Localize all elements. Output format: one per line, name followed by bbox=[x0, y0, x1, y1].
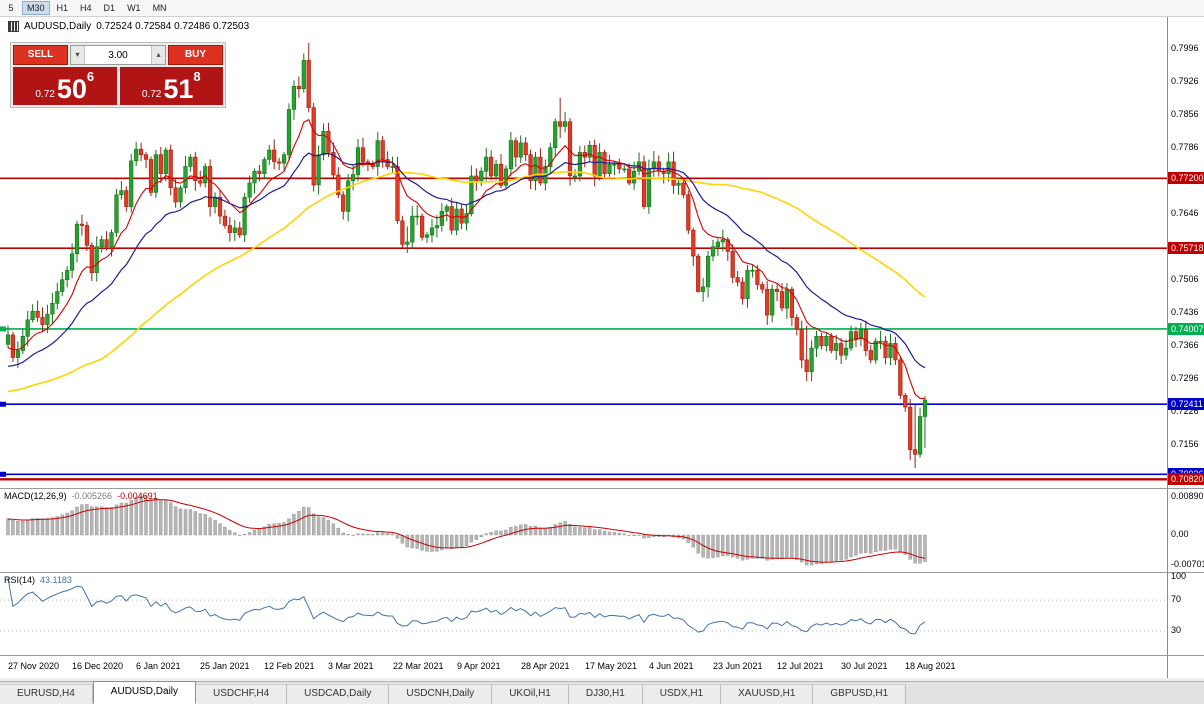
rsi-label: RSI(14) 43.1183 bbox=[4, 575, 72, 585]
price-axis-label: 0.7996 bbox=[1171, 43, 1199, 53]
chart-tab-XAUUSD-H1[interactable]: XAUUSD,H1 bbox=[721, 684, 814, 704]
hline-price-label[interactable]: 0.70820 bbox=[1168, 473, 1204, 485]
chart-tab-DJ30-H1[interactable]: DJ30,H1 bbox=[568, 684, 643, 704]
price-chart-canvas[interactable] bbox=[0, 17, 1204, 488]
buy-price-big: 51 bbox=[163, 74, 194, 104]
date-axis-label: 12 Jul 2021 bbox=[777, 661, 824, 671]
timeframe-button-MN[interactable]: MN bbox=[148, 1, 172, 15]
macd-axis-label: 0.00 bbox=[1171, 529, 1189, 539]
macd-main-value: -0.005266 bbox=[71, 491, 113, 501]
chart-tab-EURUSD-H4[interactable]: EURUSD,H4 bbox=[0, 684, 93, 704]
volume-spinner[interactable]: ▾ 3.00 ▴ bbox=[70, 45, 166, 65]
price-axis-label: 0.7366 bbox=[1171, 340, 1199, 350]
sell-price-prefix: 0.72 bbox=[35, 89, 55, 100]
chart-tab-USDX-H1[interactable]: USDX,H1 bbox=[642, 684, 722, 704]
price-axis-label: 0.7856 bbox=[1171, 109, 1199, 119]
chart-tab-UKOil-H1[interactable]: UKOil,H1 bbox=[492, 684, 569, 704]
date-axis-label: 25 Jan 2021 bbox=[200, 661, 250, 671]
sell-price-display[interactable]: 0.72 50 6 bbox=[13, 67, 117, 105]
timeframe-button-5[interactable]: 5 bbox=[2, 1, 20, 15]
rsi-axis-label: 100 bbox=[1171, 571, 1187, 581]
timeframe-button-D1[interactable]: D1 bbox=[99, 1, 121, 15]
macd-axis-label: 0.00890 bbox=[1171, 491, 1204, 501]
chart-icon bbox=[8, 21, 19, 32]
timeframe-button-H1[interactable]: H1 bbox=[52, 1, 74, 15]
date-axis-label: 16 Dec 2020 bbox=[72, 661, 124, 671]
volume-value[interactable]: 3.00 bbox=[108, 49, 128, 61]
chart-tab-USDCHF-H4[interactable]: USDCHF,H4 bbox=[196, 684, 288, 704]
date-axis-label: 18 Aug 2021 bbox=[905, 661, 956, 671]
date-axis-label: 6 Jan 2021 bbox=[136, 661, 181, 671]
buy-price-sup: 8 bbox=[193, 69, 201, 84]
price-axis-label: 0.7296 bbox=[1171, 373, 1199, 383]
chart-tab-AUDUSD-Daily[interactable]: AUDUSD,Daily bbox=[92, 681, 197, 704]
hline-price-label[interactable]: 0.74007 bbox=[1168, 323, 1204, 335]
rsi-value: 43.1183 bbox=[40, 575, 72, 585]
timeframe-button-H4[interactable]: H4 bbox=[75, 1, 97, 15]
date-axis-label: 3 Mar 2021 bbox=[328, 661, 374, 671]
macd-canvas[interactable] bbox=[0, 489, 1204, 573]
chart-title: AUDUSD,Daily 0.72524 0.72584 0.72486 0.7… bbox=[8, 21, 249, 32]
price-axis-label: 0.7506 bbox=[1171, 274, 1199, 284]
sell-button[interactable]: SELL bbox=[13, 45, 68, 65]
buy-price-display[interactable]: 0.72 51 8 bbox=[119, 67, 223, 105]
date-axis-label: 12 Feb 2021 bbox=[264, 661, 315, 671]
date-axis-label: 30 Jul 2021 bbox=[841, 661, 888, 671]
sell-price-big: 50 bbox=[56, 74, 87, 104]
buy-price-prefix: 0.72 bbox=[141, 89, 162, 100]
price-axis-label: 0.7436 bbox=[1171, 307, 1199, 317]
price-axis-label: 0.7786 bbox=[1171, 142, 1199, 152]
price-axis-label: 0.7156 bbox=[1171, 439, 1199, 449]
chart-ohlc-values: 0.72524 0.72584 0.72486 0.72503 bbox=[96, 21, 250, 32]
macd-pane[interactable]: MACD(12,26,9) -0.005266 -0.004691 bbox=[0, 488, 1204, 572]
rsi-axis-label: 30 bbox=[1171, 625, 1182, 635]
rsi-pane[interactable]: RSI(14) 43.1183 bbox=[0, 572, 1204, 655]
price-axis-label: 0.7926 bbox=[1171, 76, 1199, 86]
rsi-axis-label: 70 bbox=[1171, 594, 1182, 604]
macd-label: MACD(12,26,9) -0.005266 -0.004691 bbox=[4, 491, 158, 501]
buy-button[interactable]: BUY bbox=[168, 45, 223, 65]
chart-tab-USDCAD-Daily[interactable]: USDCAD,Daily bbox=[287, 684, 390, 704]
chart-tab-bar: EURUSD,H4 AUDUSD,Daily USDCHF,H4 USDCAD,Dai… bbox=[0, 681, 1204, 704]
macd-axis-label: -0.00701 bbox=[1171, 559, 1204, 569]
price-axis-label: 0.7226 bbox=[1171, 406, 1199, 416]
timeframe-button-M30[interactable]: M30 bbox=[22, 1, 50, 15]
timeframe-button-W1[interactable]: W1 bbox=[122, 1, 146, 15]
date-axis-label: 9 Apr 2021 bbox=[457, 661, 501, 671]
date-axis-label: 28 Apr 2021 bbox=[521, 661, 570, 671]
date-axis-label: 23 Jun 2021 bbox=[713, 661, 763, 671]
date-axis[interactable]: 27 Nov 2020 16 Dec 2020 6 Jan 2021 25 Jan 2… bbox=[0, 655, 1204, 678]
volume-decrease-button[interactable]: ▾ bbox=[71, 46, 85, 64]
hline-price-label[interactable]: 0.72411 bbox=[1168, 398, 1204, 410]
price-axis-label: 0.7646 bbox=[1171, 208, 1199, 218]
rsi-name: RSI(14) bbox=[4, 575, 36, 585]
price-axis-separator bbox=[1167, 17, 1168, 678]
date-axis-label: 27 Nov 2020 bbox=[8, 661, 60, 671]
date-axis-label: 22 Mar 2021 bbox=[393, 661, 444, 671]
hline-price-label[interactable]: 0.77200 bbox=[1168, 172, 1204, 184]
one-click-trading-panel: SELL ▾ 3.00 ▴ BUY 0.72 50 6 0.72 51 8 bbox=[10, 42, 226, 108]
hline-price-label[interactable]: 0.75718 bbox=[1168, 242, 1204, 254]
rsi-canvas[interactable] bbox=[0, 573, 1204, 656]
volume-increase-button[interactable]: ▴ bbox=[151, 46, 165, 64]
macd-name: MACD(12,26,9) bbox=[4, 491, 67, 501]
macd-signal-value: -0.004691 bbox=[117, 491, 158, 501]
timeframe-toolbar: 5 M30 H1 H4 D1 W1 MN bbox=[0, 0, 1204, 17]
sell-price-sup: 6 bbox=[86, 69, 95, 84]
chart-symbol: AUDUSD,Daily bbox=[24, 21, 92, 32]
date-axis-label: 17 May 2021 bbox=[585, 661, 638, 671]
date-axis-label: 4 Jun 2021 bbox=[649, 661, 694, 671]
chart-tab-GBPUSD-H1[interactable]: GBPUSD,H1 bbox=[813, 684, 907, 704]
chart-tab-USDCNH-Daily[interactable]: USDCNH,Daily bbox=[389, 684, 493, 704]
